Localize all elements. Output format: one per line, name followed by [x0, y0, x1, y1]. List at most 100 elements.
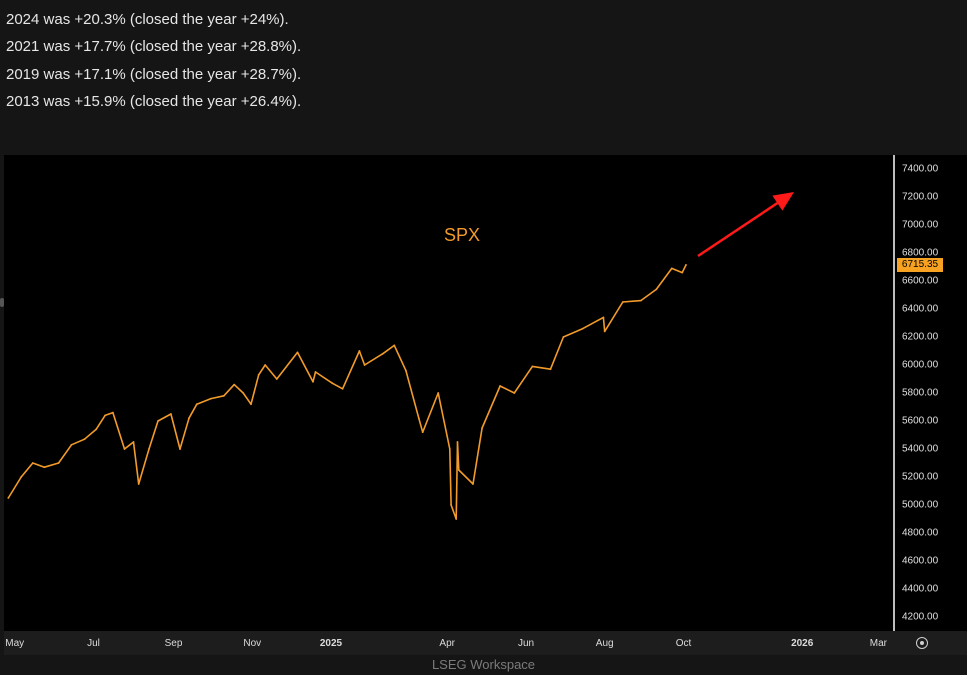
note-line-2021: 2021 was +17.7% (closed the year +28.8%)…: [6, 38, 302, 56]
y-tick-label: 4200.00: [902, 611, 939, 623]
left-scroll-handle[interactable]: [0, 298, 4, 307]
spx-data-point: [157, 420, 159, 422]
spx-data-point: [123, 448, 126, 450]
spx-data-point: [331, 382, 334, 385]
notes-block: 2024 was +20.3% (closed the year +24%). …: [6, 6, 301, 115]
y-tick-label: 5800.00: [902, 387, 939, 399]
y-axis-divider: [893, 155, 895, 631]
spx-data-point: [188, 417, 190, 420]
spx-data-point: [472, 483, 474, 485]
spx-data-point: [112, 411, 114, 414]
spx-data-point: [603, 330, 606, 333]
spx-data-point: [314, 371, 317, 373]
y-tick-label: 5200.00: [902, 471, 939, 483]
chart-title: SPX: [444, 225, 481, 245]
spx-data-point: [148, 448, 150, 450]
spx-data-point: [685, 264, 687, 266]
y-tick-label: 4600.00: [902, 555, 939, 567]
spx-data-point: [437, 392, 440, 394]
note-line-2024: 2024 was +20.3% (closed the year +24%).: [6, 11, 289, 28]
note-line-2013: 2013 was +15.9% (closed the year +26.4%)…: [6, 92, 302, 110]
spx-data-point: [104, 414, 106, 417]
spx-data-point: [417, 417, 420, 420]
spx-data-point: [242, 392, 245, 394]
spx-data-point: [31, 462, 34, 464]
spx-data-point: [341, 387, 344, 390]
y-tick-label: 5600.00: [902, 415, 939, 427]
y-tick-label: 6800.00: [902, 247, 939, 259]
spx-data-point: [457, 469, 460, 471]
x-tick-label: Sep: [164, 638, 183, 649]
spx-data-point: [170, 413, 172, 415]
y-tick-label: 6600.00: [902, 275, 939, 287]
y-tick-label: 7200.00: [902, 191, 939, 203]
y-tick-label: 6400.00: [902, 303, 939, 315]
y-tick-label: 4800.00: [902, 527, 939, 539]
spx-data-point: [531, 365, 534, 368]
spx-data-point: [549, 368, 552, 371]
x-tick-label: Aug: [595, 638, 614, 649]
y-tick-label: 6000.00: [902, 359, 939, 371]
spx-data-point: [358, 350, 361, 352]
note-line-2019: 2019 was +17.1% (closed the year +28.7%)…: [6, 65, 302, 83]
x-tick-label: 2025: [319, 638, 343, 649]
spx-data-point: [670, 267, 673, 270]
x-tick-label: Jul: [87, 638, 100, 649]
spx-data-point: [381, 352, 384, 355]
spx-data-point: [448, 448, 451, 450]
spx-data-point: [57, 462, 60, 464]
spx-data-point: [639, 299, 642, 302]
chart-panel[interactable]: SPX 4200.00 4400.00 4600.00 4800.00 5000.00 5…: [4, 155, 967, 655]
spx-data-point: [456, 441, 459, 443]
plot-area[interactable]: [4, 155, 893, 631]
spx-data-point: [581, 327, 584, 330]
spx-data-point: [481, 427, 483, 429]
x-tick-label: May: [5, 638, 25, 649]
red-arrow-icon: [697, 192, 794, 258]
spx-data-point: [250, 403, 252, 406]
spx-data-point: [499, 385, 501, 387]
spx-data-point: [602, 316, 605, 319]
spx-data-point: [137, 483, 140, 485]
y-tick-label: 7400.00: [902, 163, 939, 175]
spx-data-point: [179, 448, 181, 450]
spx-data-point: [621, 301, 624, 303]
y-tick-label: 5400.00: [902, 443, 939, 455]
spx-data-point: [223, 394, 225, 397]
y-tick-label: 4400.00: [902, 583, 939, 595]
spx-data-point: [450, 504, 452, 506]
spx-data-point: [513, 392, 516, 394]
x-tick-label: 2026: [791, 638, 814, 649]
x-axis[interactable]: May Jul Sep Nov 2025 Apr Jun Aug Oct 2026 Mar: [4, 631, 967, 655]
spx-data-point: [455, 518, 458, 520]
x-tick-label: Nov: [243, 638, 262, 649]
spx-data-point: [275, 378, 278, 380]
spx-data-point: [233, 383, 236, 386]
y-tick-label: 7000.00: [902, 219, 939, 231]
x-tick-label: Jun: [517, 638, 535, 649]
spx-data-point: [296, 351, 299, 354]
spx-data-point: [7, 497, 10, 499]
x-tick-label: Oct: [675, 638, 692, 649]
x-tick-label: Apr: [439, 638, 455, 649]
watermark: LSEG Workspace: [431, 657, 536, 672]
x-tick-label: Mar: [869, 638, 888, 649]
spx-data-point: [264, 364, 267, 366]
spx-data-point: [95, 428, 97, 431]
spx-series-line: [7, 264, 687, 520]
spx-data-point: [195, 403, 198, 406]
y-tick-label: 6200.00: [902, 331, 939, 343]
spx-data-point: [70, 443, 73, 446]
spx-data-point: [20, 476, 23, 478]
spx-data-point: [312, 380, 314, 383]
spx-data-point: [655, 288, 658, 291]
last-price-tag: 6715.35: [897, 257, 943, 272]
spx-data-point: [43, 466, 46, 469]
spx-data-point: [562, 336, 565, 338]
spx-data-point: [257, 373, 260, 376]
spx-data-point: [83, 438, 86, 441]
y-tick-label: 5000.00: [902, 499, 939, 511]
gear-icon[interactable]: [916, 637, 928, 649]
spx-data-point: [210, 397, 212, 400]
spx-data-point: [363, 364, 366, 366]
